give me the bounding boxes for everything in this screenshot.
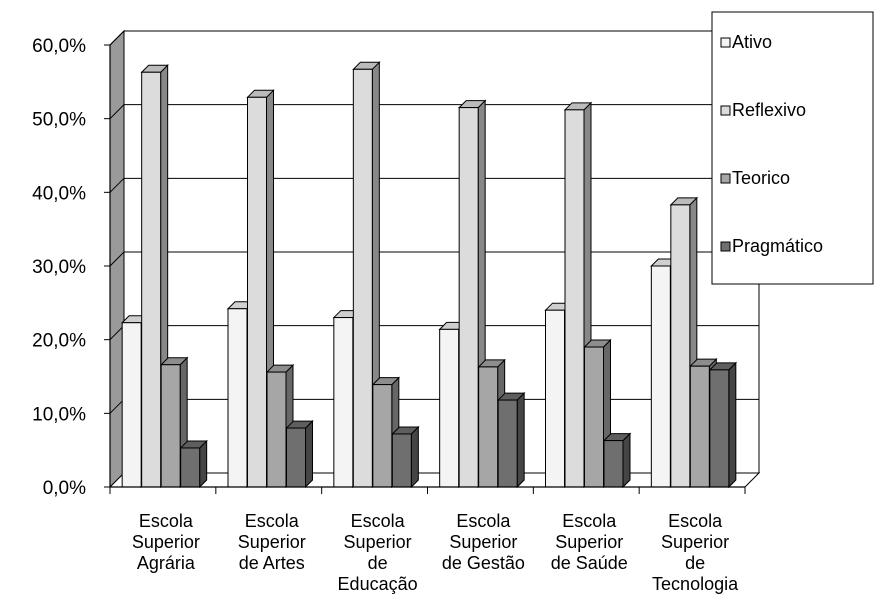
bar (650, 265, 671, 488)
bar (160, 364, 181, 488)
bar (141, 71, 162, 488)
legend-swatch (720, 173, 731, 184)
axes (104, 44, 746, 494)
bar-side (305, 419, 313, 489)
legend: Ativo Reflexivo Teorico Pragmático (711, 11, 874, 285)
bar (497, 399, 518, 488)
category-label-line: de (368, 553, 388, 573)
bar (121, 322, 142, 488)
bar (227, 308, 248, 488)
legend-swatch (720, 37, 731, 48)
category-label-line: Educação (338, 574, 418, 594)
bar (478, 366, 499, 488)
bar (247, 96, 267, 488)
category-label-line: Escola (139, 511, 194, 531)
legend-swatch (720, 241, 731, 252)
bar (286, 427, 306, 488)
y-tick-label: 0,0% (43, 478, 86, 499)
legend-label: Pragmático (732, 236, 823, 256)
legend-box (711, 11, 874, 285)
bar (458, 107, 479, 488)
bar (564, 109, 585, 488)
category-label-line: Superior (449, 532, 517, 552)
gridline (109, 177, 759, 193)
y-tick-label: 40,0% (32, 183, 86, 204)
bar-side (199, 439, 208, 489)
category-label: Escola Superior Agrária (132, 511, 200, 573)
category-label-line: de Saúde (551, 553, 628, 573)
category-label-line: Superior (344, 532, 412, 552)
legend-label: Ativo (732, 32, 772, 52)
bar (584, 346, 604, 488)
bar (689, 365, 710, 488)
bar (333, 317, 354, 488)
bars (120, 61, 738, 489)
bar-side (410, 425, 419, 489)
category-label-line: de Artes (239, 553, 305, 573)
bar (180, 447, 201, 488)
y-tick-label: 60,0% (32, 36, 86, 57)
bar (372, 384, 393, 488)
bar (266, 371, 287, 488)
category-label-line: Tecnologia (652, 574, 739, 594)
bar-side (622, 432, 631, 489)
category-label-line: Escola (562, 511, 617, 531)
category-label: Escola Superior de Tecnologia (652, 511, 739, 594)
bar (670, 204, 691, 488)
legend-swatch (720, 105, 731, 116)
bar (439, 328, 460, 488)
gridline (109, 251, 759, 267)
category-label-line: de (685, 553, 705, 573)
category-label-line: Escola (668, 511, 723, 531)
category-label-line: Escola (351, 511, 406, 531)
y-tick-label: 30,0% (32, 257, 86, 278)
category-label-line: Superior (661, 532, 729, 552)
bar (709, 369, 730, 488)
legend-label: Teorico (732, 168, 790, 188)
bar (545, 309, 565, 488)
category-label-line: Superior (132, 532, 200, 552)
bar (352, 68, 373, 488)
bar (603, 440, 624, 488)
y-tick-label: 50,0% (32, 110, 86, 131)
legend-label: Reflexivo (732, 100, 806, 120)
category-label-line: de Gestão (442, 553, 525, 573)
category-label-line: Agrária (137, 553, 196, 573)
y-tick-label: 10,0% (32, 404, 86, 425)
gridline (109, 30, 759, 46)
category-label: Escola Superior de Saúde (551, 511, 628, 573)
bar-side (516, 391, 525, 489)
y-tick-labels: 0,0% 10,0% 20,0% 30,0% 40,0% 50,0% 60,0% (32, 36, 86, 499)
category-label: Escola Superior de Educação (338, 511, 418, 594)
category-label-line: Superior (238, 532, 306, 552)
bar-side (728, 361, 737, 489)
category-label-line: Escola (245, 511, 300, 531)
y-tick-label: 20,0% (32, 331, 86, 352)
category-label-line: Superior (555, 532, 623, 552)
category-label: Escola Superior de Gestão (442, 511, 525, 573)
category-label-line: Escola (456, 511, 511, 531)
gridline (109, 104, 759, 120)
bar (391, 433, 412, 488)
category-label: Escola Superior de Artes (238, 511, 306, 573)
